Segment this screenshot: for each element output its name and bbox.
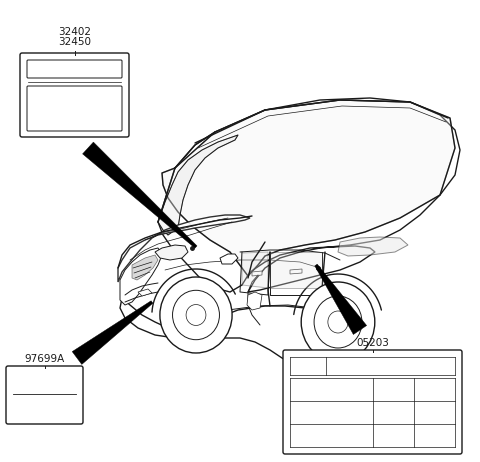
Polygon shape [247, 292, 262, 310]
Polygon shape [158, 135, 238, 235]
Text: 97699A: 97699A [24, 354, 65, 364]
Polygon shape [270, 252, 322, 288]
Polygon shape [132, 255, 158, 280]
FancyBboxPatch shape [20, 53, 129, 137]
Text: 32402: 32402 [58, 27, 91, 37]
Ellipse shape [160, 277, 232, 353]
Polygon shape [220, 254, 238, 264]
Polygon shape [72, 301, 153, 365]
Text: 32450: 32450 [58, 37, 91, 47]
FancyBboxPatch shape [6, 366, 83, 424]
Text: 05203: 05203 [356, 338, 389, 348]
Polygon shape [242, 252, 268, 288]
FancyBboxPatch shape [283, 350, 462, 454]
Polygon shape [120, 298, 362, 368]
Polygon shape [138, 289, 152, 296]
Polygon shape [315, 264, 367, 334]
Polygon shape [158, 98, 460, 292]
Polygon shape [252, 271, 262, 276]
Polygon shape [120, 248, 162, 305]
Polygon shape [155, 245, 188, 260]
Ellipse shape [301, 282, 375, 362]
Polygon shape [118, 215, 250, 282]
Polygon shape [290, 269, 302, 274]
Polygon shape [83, 142, 197, 248]
Polygon shape [162, 100, 455, 276]
Polygon shape [338, 237, 408, 256]
